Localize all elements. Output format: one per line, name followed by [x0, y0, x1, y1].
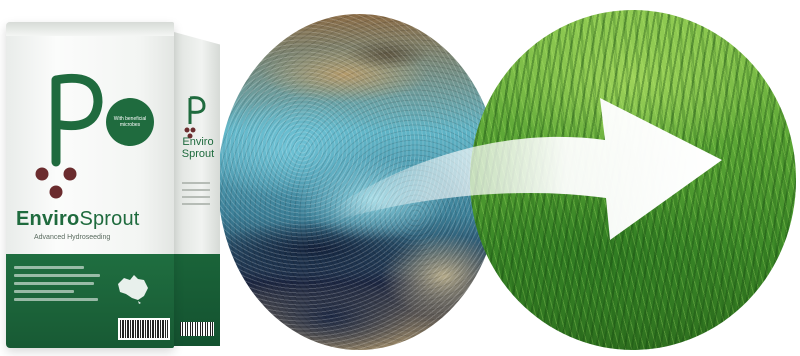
bag-side-panel: Enviro Sprout: [174, 32, 220, 346]
microbes-badge: With beneficial microbes: [106, 98, 154, 146]
product-bag: Enviro Sprout With beneficial microbes: [6, 22, 220, 348]
after-grass-circle: [470, 10, 796, 350]
side-brand-line-2: Sprout: [181, 148, 215, 160]
bag-top-fold: [6, 22, 174, 36]
before-hydroseed-circle: [218, 14, 500, 350]
sprout-logo-icon: [184, 96, 206, 139]
brand-name: EnviroSprout: [16, 208, 174, 231]
side-fine-print: [182, 182, 210, 210]
side-brand-line-1: Enviro: [182, 136, 214, 148]
brand-name-part-1: Enviro: [16, 208, 80, 230]
grass-texture: [470, 10, 796, 350]
australia-map-icon: [118, 275, 148, 304]
badge-text: With beneficial microbes: [113, 116, 147, 128]
brand-name-part-2: Sprout: [79, 208, 140, 230]
side-barcode: [180, 322, 214, 336]
front-fine-print: [14, 266, 104, 306]
mulch-texture: [218, 14, 500, 350]
front-barcode: [118, 318, 170, 340]
product-tagline: Advanced Hydroseeding: [34, 234, 111, 241]
side-brand-name: Enviro Sprout: [178, 136, 218, 160]
bag-front-panel: With beneficial microbes EnviroSprout Ad…: [6, 22, 174, 348]
sprout-logo-icon: [35, 73, 103, 199]
